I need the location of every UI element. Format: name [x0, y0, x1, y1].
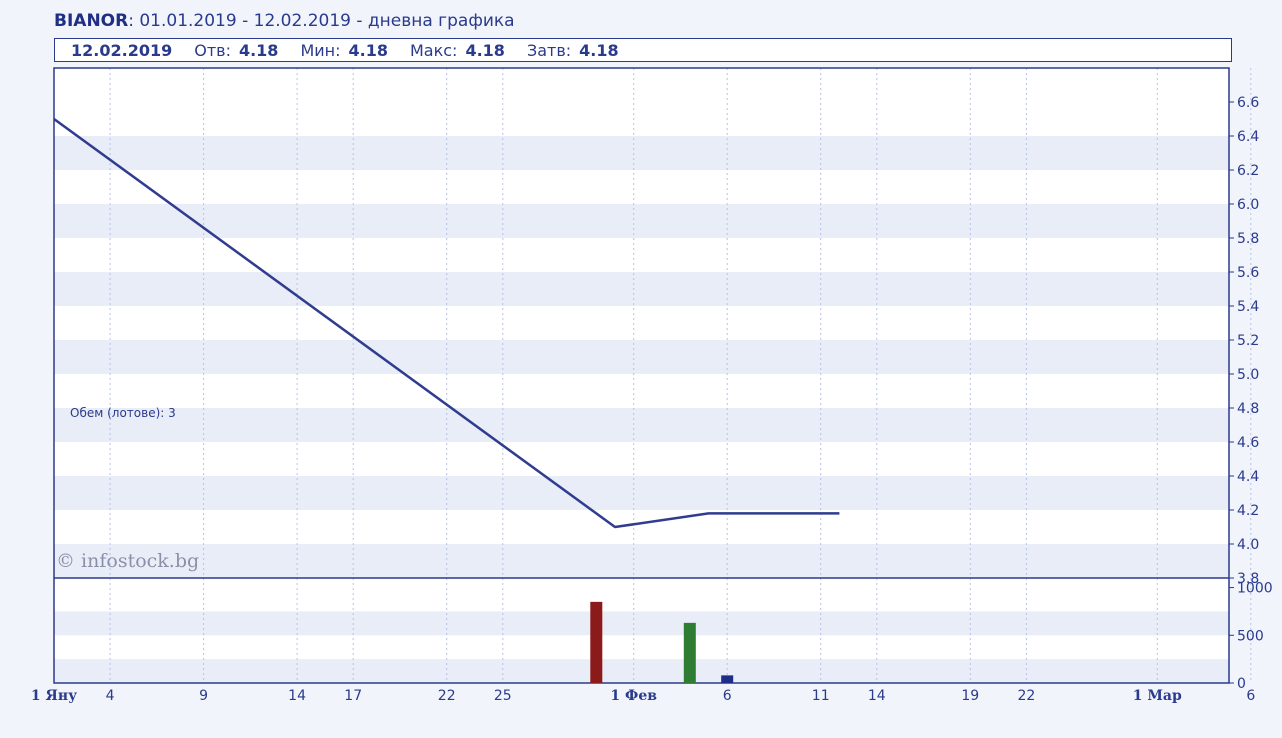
chart-title: BIANOR: 01.01.2019 - 12.02.2019 - дневна…	[54, 11, 515, 31]
chart-frame	[53, 67, 1230, 684]
x-tick-label: 1 Фев	[610, 688, 657, 704]
price-tick-label: 6.0	[1237, 197, 1259, 213]
x-tick-label: 25	[494, 688, 512, 704]
price-tick-label: 3.8	[1237, 571, 1259, 587]
price-tick-label: 4.4	[1237, 469, 1259, 485]
price-tick-label: 5.2	[1237, 333, 1259, 349]
plot-background	[54, 68, 1229, 683]
x-tick-label: 4	[106, 688, 115, 704]
x-tick-label: 19	[961, 688, 979, 704]
volume-tick-label: 0	[1237, 676, 1246, 692]
price-band	[54, 272, 1229, 306]
price-tick-label: 4.0	[1237, 537, 1259, 553]
x-tick-label: 6	[1246, 688, 1255, 704]
max-value: 4.18	[465, 40, 505, 60]
price-tick-label: 5.6	[1237, 265, 1259, 281]
volume-tick-label: 500	[1237, 628, 1264, 644]
price-line	[53, 117, 840, 529]
x-tick-label: 1 Мар	[1133, 688, 1182, 704]
open-value: 4.18	[238, 40, 279, 60]
open-label: Отв:	[194, 40, 231, 60]
price-tick-label: 6.6	[1237, 95, 1259, 111]
min-label: Мин:	[300, 40, 341, 60]
volume-bars	[590, 601, 734, 683]
x-tick-label: 14	[288, 688, 306, 704]
volume-band	[54, 611, 1229, 636]
price-band	[54, 544, 1229, 578]
price-band	[54, 340, 1229, 374]
x-tick-label: 1 Яну	[31, 688, 77, 704]
period-label: : 01.01.2019 - 12.02.2019 - дневна графи…	[128, 11, 515, 31]
x-tick-label: 11	[812, 688, 830, 704]
volume-tick-label: 1000	[1237, 581, 1273, 597]
price-tick-label: 6.4	[1237, 129, 1259, 145]
close-value: 4.18	[579, 40, 619, 60]
close-label: Затв:	[526, 40, 572, 60]
x-tick-label: 22	[1017, 688, 1035, 704]
x-tick-label: 17	[344, 688, 362, 704]
min-value: 4.18	[348, 40, 388, 60]
price-tick-label: 5.4	[1237, 299, 1259, 315]
volume-band	[54, 659, 1229, 683]
price-band	[54, 408, 1229, 442]
price-tick-label: 4.8	[1237, 401, 1259, 417]
price-tick-label: 5.0	[1237, 367, 1259, 383]
price-band	[54, 204, 1229, 238]
price-band	[54, 136, 1229, 170]
x-tick-label: 22	[438, 688, 456, 704]
volume-bar	[683, 622, 696, 683]
x-tick-label: 9	[199, 688, 208, 704]
x-tick-label: 6	[723, 688, 732, 704]
price-tick-label: 4.6	[1237, 435, 1259, 451]
volume-caption: Обем (лотове): 3	[70, 406, 176, 420]
price-band	[54, 476, 1229, 510]
plot-border	[53, 67, 1230, 684]
price-series	[53, 117, 840, 529]
background-bands	[54, 68, 1229, 683]
price-tick-label: 4.2	[1237, 503, 1259, 519]
price-tick-label: 6.2	[1237, 163, 1259, 179]
info-date: 12.02.2019	[71, 40, 173, 60]
volume-bar	[590, 601, 603, 683]
x-tick-label: 14	[868, 688, 886, 704]
max-label: Макс:	[409, 40, 458, 60]
symbol-label: BIANOR	[54, 11, 129, 31]
volume-bar	[721, 675, 734, 683]
watermark: © infostock.bg	[56, 550, 199, 572]
price-tick-label: 5.8	[1237, 231, 1259, 247]
ohlc-infobar: 12.02.2019 Отв: 4.18 Мин: 4.18 Макс: 4.1…	[54, 38, 1232, 62]
